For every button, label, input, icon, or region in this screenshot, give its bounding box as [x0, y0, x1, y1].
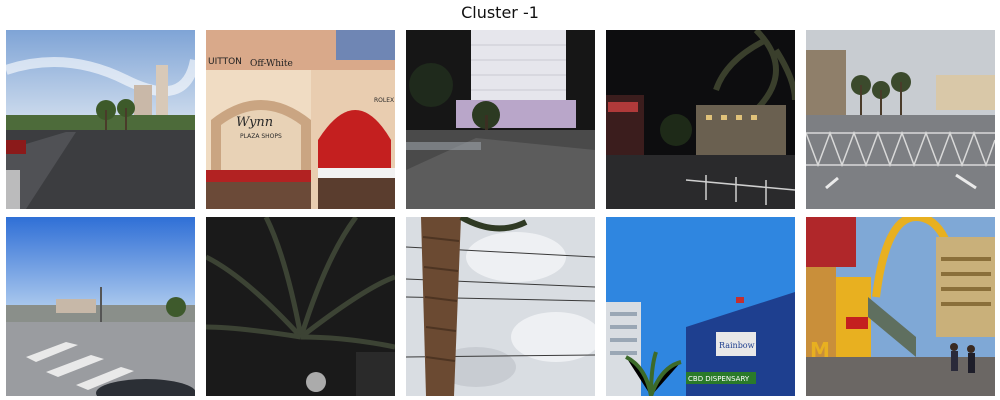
image-tile-4 [606, 30, 795, 209]
street-view-image: Rainbow CBD DISPENSARY [606, 217, 795, 396]
store-sign-text: Off-White [250, 59, 293, 69]
image-tile-2: UITTON Off-White Wynn PLAZA SHOPS ROLEX [206, 30, 395, 209]
street-view-image [6, 30, 195, 209]
figure-title: Cluster -1 [461, 3, 539, 22]
image-tile-5 [806, 30, 995, 209]
store-sign-text: CBD DISPENSARY [688, 375, 750, 383]
image-tile-7 [206, 217, 395, 396]
image-tile-10: M [806, 217, 995, 396]
street-view-image [406, 30, 595, 209]
street-view-image [406, 217, 595, 396]
store-sign-text: ROLEX [374, 97, 394, 104]
store-sign-text: Rainbow [719, 341, 755, 350]
store-sign-text: UITTON [208, 57, 242, 67]
image-tile-1 [6, 30, 195, 209]
store-sign-text: Wynn [236, 115, 273, 130]
store-sign-text: M [810, 338, 830, 362]
street-view-image: M [806, 217, 995, 396]
image-tile-9: Rainbow CBD DISPENSARY [606, 217, 795, 396]
street-view-image [606, 30, 795, 209]
street-view-image [6, 217, 195, 396]
image-tile-8 [406, 217, 595, 396]
street-view-image [206, 217, 395, 396]
image-tile-6 [6, 217, 195, 396]
street-view-image [806, 30, 995, 209]
store-sign-text: PLAZA SHOPS [240, 133, 282, 140]
image-tile-3 [406, 30, 595, 209]
street-view-image: UITTON Off-White Wynn PLAZA SHOPS ROLEX [206, 30, 395, 209]
